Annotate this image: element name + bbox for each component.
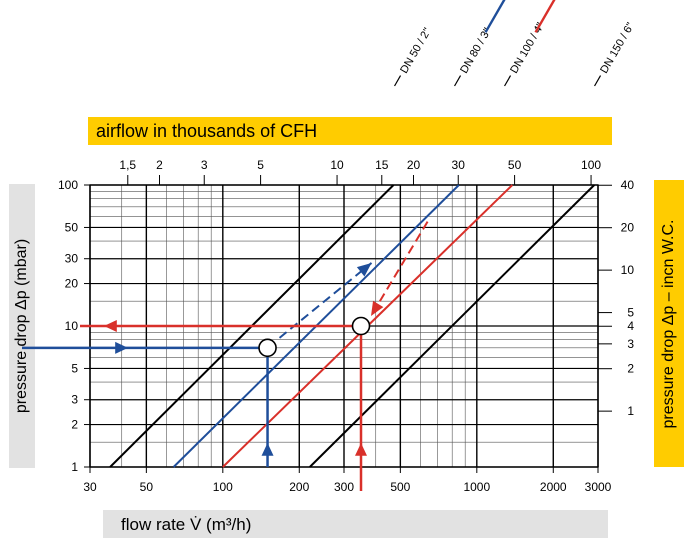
bottom-axis-title: flow rate V̇ (m³/h) bbox=[121, 515, 252, 534]
arrow-head bbox=[115, 341, 128, 354]
x-tick-label: 1000 bbox=[463, 480, 490, 494]
y-tick-label: 3 bbox=[71, 393, 78, 407]
top-tick-label: 50 bbox=[508, 158, 522, 172]
series-legend-label: DN 100 / 4" bbox=[508, 21, 547, 76]
series-legend-entry: DN 80 / 3" bbox=[454, 0, 506, 87]
x-tick-label: 100 bbox=[213, 480, 233, 494]
top-tick-label: 15 bbox=[375, 158, 389, 172]
top-tick-label: 3 bbox=[201, 158, 208, 172]
arrow-head bbox=[356, 262, 372, 277]
top-tick-label: 20 bbox=[407, 158, 421, 172]
legend-dash bbox=[394, 75, 402, 87]
arrow-head bbox=[104, 320, 117, 332]
x-tick-label: 300 bbox=[334, 480, 354, 494]
legend-dash bbox=[594, 75, 602, 87]
top-tick-label: 10 bbox=[330, 158, 344, 172]
top-axis-banner: airflow in thousands of CFH bbox=[88, 117, 612, 145]
right-tick-label: 2 bbox=[627, 362, 634, 376]
top-axis-title: airflow in thousands of CFH bbox=[96, 121, 318, 141]
right-tick-label: 5 bbox=[627, 306, 634, 320]
example-operating-point bbox=[351, 316, 371, 336]
y-tick-label: 30 bbox=[65, 252, 79, 266]
series-legend-entry: DN 100 / 4" bbox=[504, 0, 556, 87]
x-tick-label: 50 bbox=[140, 480, 154, 494]
right-tick-label: 40 bbox=[621, 178, 635, 192]
series-legend-entry: DN 50 / 2" bbox=[394, 26, 434, 87]
top-tick-label: 1,5 bbox=[119, 158, 136, 172]
bottom-axis-banner: flow rate V̇ (m³/h) bbox=[103, 510, 608, 538]
x-tick-label: 200 bbox=[289, 480, 309, 494]
y-tick-label: 20 bbox=[65, 277, 79, 291]
series-legend-label: DN 80 / 3" bbox=[458, 26, 494, 76]
right-tick-label: 20 bbox=[621, 221, 635, 235]
series-legend-label: DN 150 / 6" bbox=[598, 21, 637, 76]
x-tick-label: 3000 bbox=[585, 480, 612, 494]
legend-dash bbox=[504, 75, 512, 87]
legend-dash bbox=[454, 75, 462, 87]
legend-swatch bbox=[484, 0, 506, 33]
y-tick-label: 10 bbox=[65, 319, 79, 333]
right-tick-label: 10 bbox=[621, 263, 635, 277]
legend-swatch bbox=[534, 0, 556, 33]
y-tick-label: 1 bbox=[71, 460, 78, 474]
x-tick-label: 2000 bbox=[540, 480, 567, 494]
right-tick-label: 3 bbox=[627, 337, 634, 351]
x-tick-label: 500 bbox=[390, 480, 410, 494]
y-tick-label: 5 bbox=[71, 361, 78, 375]
arrow-head bbox=[371, 300, 384, 316]
arrow-head bbox=[261, 443, 274, 456]
series-legend-entry: DN 150 / 6" bbox=[594, 21, 637, 87]
series-line bbox=[309, 184, 595, 468]
left-axis-banner: pressure drop Δp (mbar) bbox=[9, 184, 35, 468]
series-legend-label: DN 50 / 2" bbox=[398, 26, 434, 76]
top-tick-label: 2 bbox=[156, 158, 163, 172]
arrow-head bbox=[355, 443, 368, 456]
right-tick-label: 4 bbox=[627, 319, 634, 333]
y-tick-label: 2 bbox=[71, 418, 78, 432]
example-operating-point bbox=[258, 338, 277, 358]
top-tick-label: 5 bbox=[257, 158, 264, 172]
y-tick-label: 50 bbox=[65, 220, 79, 234]
top-tick-label: 100 bbox=[581, 158, 601, 172]
example-diagonal-line bbox=[370, 221, 429, 317]
top-tick-label: 30 bbox=[452, 158, 466, 172]
right-axis-banner: pressure drop Δp – incn W.C. bbox=[654, 180, 684, 467]
x-tick-label: 30 bbox=[83, 480, 97, 494]
right-tick-label: 1 bbox=[627, 404, 634, 418]
y-tick-label: 100 bbox=[58, 178, 78, 192]
